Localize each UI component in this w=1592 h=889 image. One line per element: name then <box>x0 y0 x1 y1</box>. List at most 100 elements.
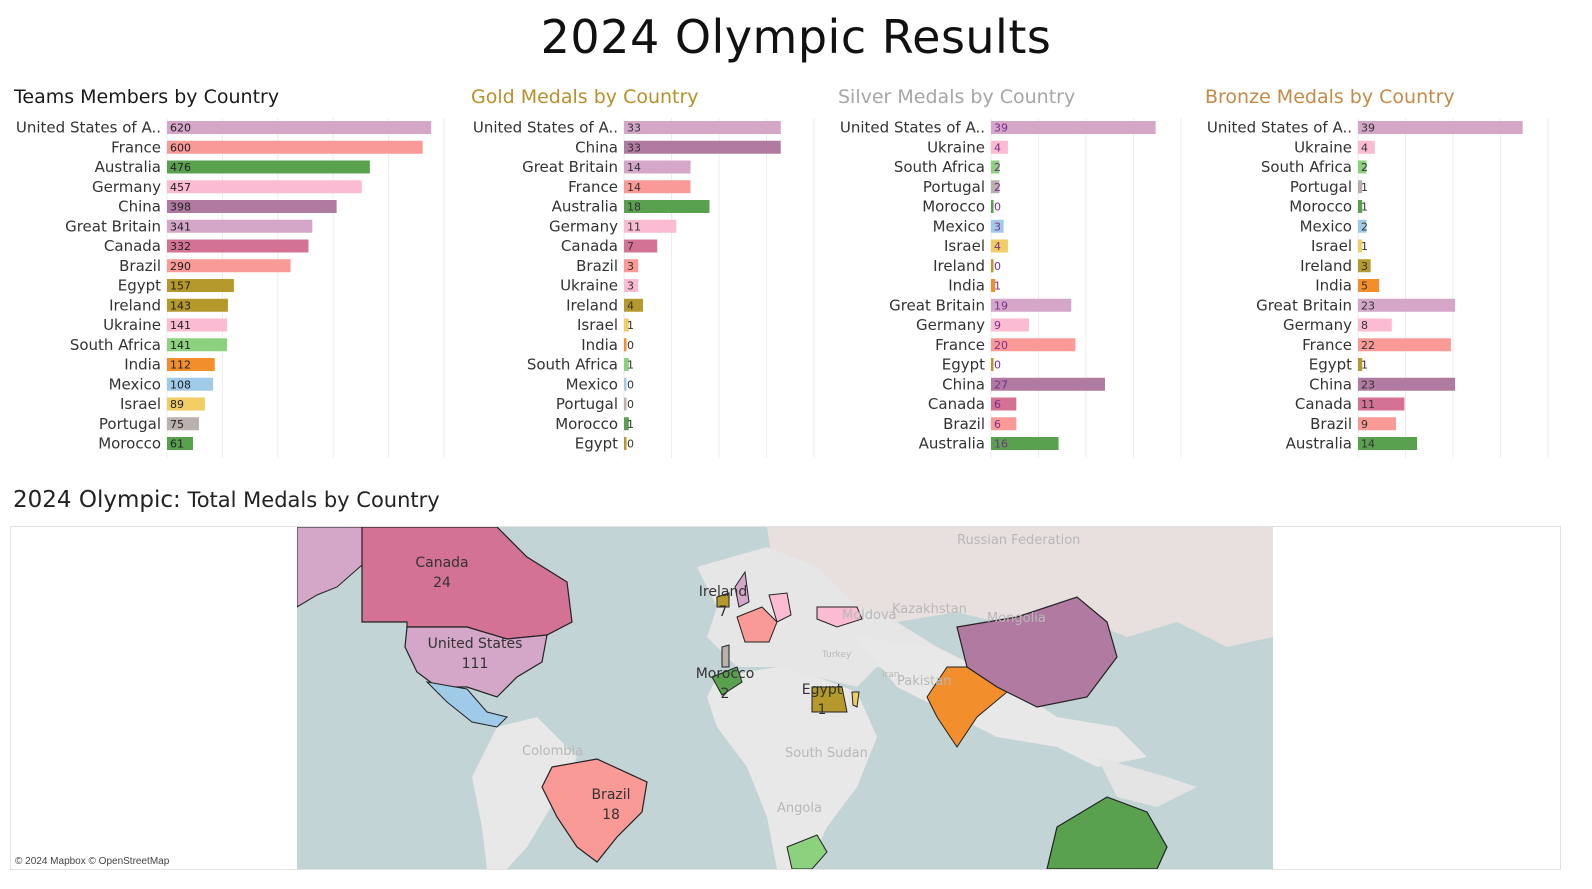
bar[interactable] <box>991 180 1000 194</box>
bar[interactable] <box>167 338 228 352</box>
bar[interactable] <box>991 140 1008 154</box>
bar[interactable] <box>1358 239 1363 253</box>
map-country-value: 111 <box>462 656 489 672</box>
south-africa-shape[interactable] <box>786 834 828 869</box>
egypt-shape[interactable] <box>811 686 848 713</box>
germany-shape[interactable] <box>768 592 792 623</box>
data-label: 75 <box>170 418 184 431</box>
bar[interactable] <box>991 358 994 371</box>
category-label: Great Britain <box>1256 296 1352 314</box>
ukraine-shape[interactable] <box>816 606 863 628</box>
great-britain-shape[interactable] <box>734 570 750 608</box>
bar[interactable] <box>991 200 994 213</box>
category-label: Morocco <box>98 435 161 453</box>
data-label: 23 <box>1361 299 1375 312</box>
bar[interactable] <box>624 358 629 371</box>
data-label: 108 <box>170 378 191 391</box>
portugal-shape[interactable] <box>721 644 730 668</box>
bar[interactable] <box>624 318 629 332</box>
bar[interactable] <box>624 397 627 411</box>
bar[interactable] <box>1358 417 1396 431</box>
bar[interactable] <box>991 279 996 292</box>
bar[interactable] <box>991 338 1076 352</box>
morocco-shape[interactable] <box>711 666 743 696</box>
bar[interactable] <box>1358 200 1363 213</box>
bar[interactable] <box>991 239 1008 253</box>
map-canvas[interactable]: Russian Federation Kazakhstan Mongolia T… <box>297 527 1273 869</box>
category-label: Portugal <box>556 395 618 413</box>
france-shape[interactable] <box>736 606 778 643</box>
bar[interactable] <box>167 298 228 312</box>
bar[interactable] <box>991 160 1000 174</box>
category-label: Mexico <box>109 375 161 393</box>
bar[interactable] <box>1358 140 1375 154</box>
map-label: Angola <box>777 801 822 816</box>
bar[interactable] <box>624 239 658 253</box>
map-label: Colombia <box>522 744 583 759</box>
mexico-shape[interactable] <box>425 681 508 728</box>
bar[interactable] <box>167 397 205 411</box>
bar[interactable] <box>1358 437 1418 450</box>
bar[interactable] <box>167 180 362 194</box>
israel-shape[interactable] <box>851 691 860 708</box>
bar[interactable] <box>167 259 291 273</box>
world-map[interactable]: Russian Federation Kazakhstan Mongolia T… <box>10 526 1561 870</box>
category-label: South Africa <box>70 336 161 354</box>
bar[interactable] <box>624 279 639 292</box>
category-label: Germany <box>92 178 161 196</box>
bar[interactable] <box>991 377 1105 391</box>
bar[interactable] <box>167 318 228 332</box>
bar[interactable] <box>1358 338 1451 352</box>
bar[interactable] <box>624 259 639 273</box>
bar[interactable] <box>624 219 677 233</box>
bar[interactable] <box>991 298 1072 312</box>
bar[interactable] <box>624 200 710 213</box>
bar[interactable] <box>624 121 781 134</box>
bar[interactable] <box>167 417 199 431</box>
bar[interactable] <box>167 437 193 450</box>
bar[interactable] <box>624 417 629 431</box>
bar[interactable] <box>167 239 309 253</box>
bar[interactable] <box>624 140 781 154</box>
bar[interactable] <box>1358 180 1363 194</box>
bar[interactable] <box>1358 259 1371 273</box>
australia-shape[interactable] <box>1046 796 1168 869</box>
bar[interactable] <box>624 160 691 174</box>
bar[interactable] <box>991 397 1017 411</box>
china-shape[interactable] <box>956 596 1118 708</box>
bar[interactable] <box>991 219 1004 233</box>
brazil-shape[interactable] <box>541 758 648 863</box>
bar[interactable] <box>1358 358 1363 371</box>
bar[interactable] <box>624 377 627 391</box>
bar[interactable] <box>167 219 313 233</box>
alaska-shape[interactable] <box>297 527 363 608</box>
bar[interactable] <box>991 121 1156 134</box>
bar[interactable] <box>624 437 627 450</box>
bar[interactable] <box>1358 121 1523 134</box>
bar[interactable] <box>1358 377 1456 391</box>
ireland-shape[interactable] <box>716 592 730 608</box>
bar[interactable] <box>1358 160 1367 174</box>
bar[interactable] <box>991 259 994 273</box>
bar[interactable] <box>1358 318 1392 332</box>
bar[interactable] <box>991 437 1059 450</box>
bar[interactable] <box>167 358 215 371</box>
data-label: 0 <box>627 398 634 411</box>
bar[interactable] <box>167 200 337 213</box>
bar[interactable] <box>167 140 423 154</box>
bar[interactable] <box>991 318 1029 332</box>
bar[interactable] <box>1358 397 1405 411</box>
bar[interactable] <box>1358 279 1380 292</box>
bar[interactable] <box>167 121 432 134</box>
bar[interactable] <box>167 160 370 174</box>
bar[interactable] <box>167 279 234 292</box>
category-label: Portugal <box>923 178 985 196</box>
bar[interactable] <box>624 338 627 352</box>
bar[interactable] <box>1358 219 1367 233</box>
bar[interactable] <box>1358 298 1456 312</box>
bar[interactable] <box>624 180 691 194</box>
bar[interactable] <box>624 298 643 312</box>
bar[interactable] <box>991 417 1017 431</box>
united-states-shape[interactable] <box>404 626 548 698</box>
bar[interactable] <box>167 377 214 391</box>
